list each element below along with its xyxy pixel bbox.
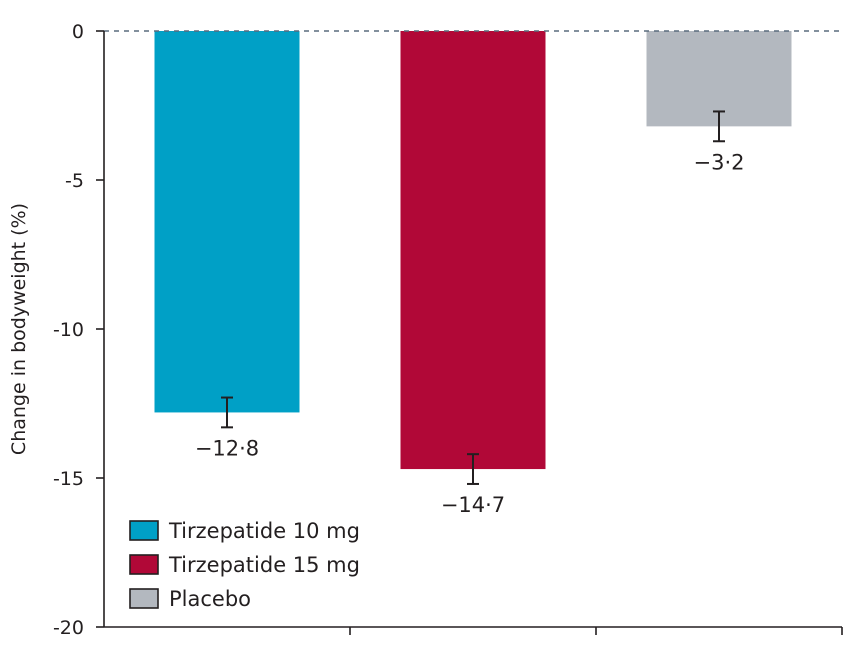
y-tick-label: 0 — [72, 21, 84, 43]
y-tick-label: -15 — [53, 468, 84, 490]
x-axis-ticks — [349, 627, 843, 635]
y-tick-label: -5 — [65, 170, 84, 192]
legend-label: Tirzepatide 10 mg — [168, 519, 360, 543]
value-label-1: −12·8 — [195, 436, 259, 460]
legend-label: Placebo — [169, 587, 251, 611]
legend-swatch — [129, 554, 159, 575]
y-axis-ticks: 0 -5 -10 -15 -20 — [53, 21, 104, 639]
bar-1 — [154, 31, 300, 413]
y-tick-label: -20 — [53, 617, 84, 639]
value-label-2: −14·7 — [441, 493, 505, 517]
value-label-3: −3·2 — [694, 150, 745, 174]
legend: Tirzepatide 10 mg Tirzepatide 15 mg Placeb… — [129, 519, 360, 611]
error-bars — [221, 110, 725, 485]
legend-label: Tirzepatide 15 mg — [168, 553, 360, 577]
bars — [154, 31, 792, 470]
bar-2 — [400, 31, 546, 470]
legend-swatch — [129, 520, 159, 541]
y-axis-label: Change in bodyweight (%) — [8, 203, 30, 455]
y-tick-label: -10 — [53, 319, 84, 341]
value-labels: −12·8 −14·7 −3·2 — [195, 150, 745, 517]
legend-swatch — [129, 588, 159, 609]
